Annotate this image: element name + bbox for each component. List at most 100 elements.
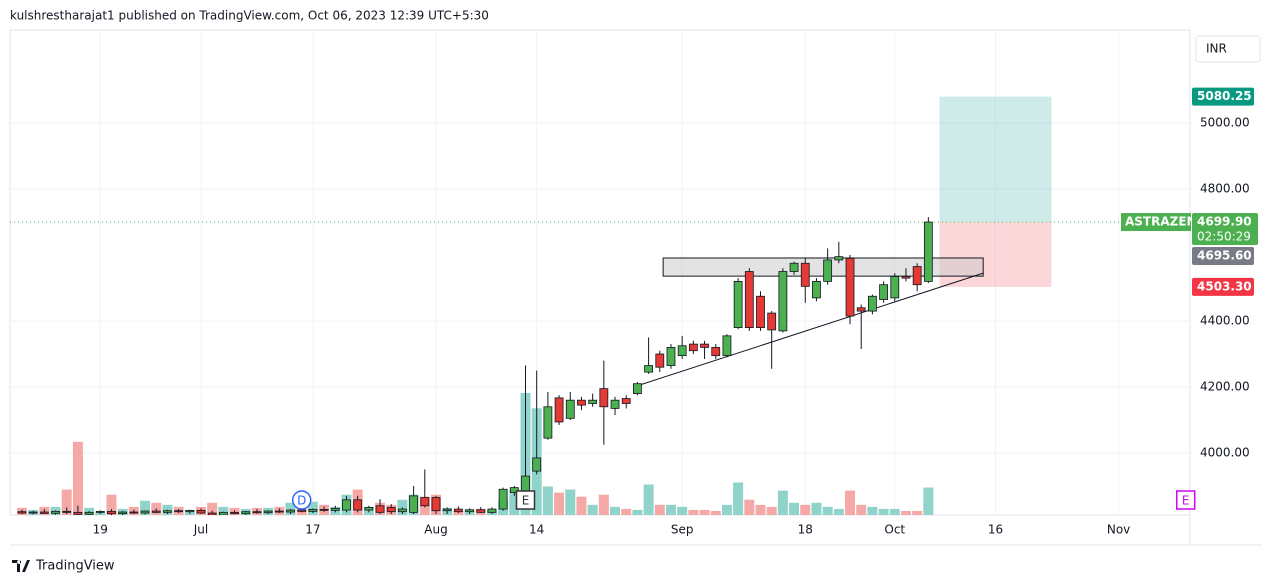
volume-bar	[789, 502, 800, 515]
candle-body	[487, 508, 497, 513]
trendline	[639, 272, 984, 386]
candle-body	[330, 508, 340, 511]
volume-bar	[218, 506, 229, 515]
volume-bar	[755, 504, 766, 515]
candle-body	[498, 488, 508, 510]
candle-body	[274, 510, 284, 513]
zone	[662, 257, 984, 277]
candle-body	[431, 497, 441, 512]
candle-body	[610, 399, 620, 409]
x-tick-label: 16	[988, 523, 1003, 537]
symbol-tag: ASTRAZEN	[1125, 215, 1197, 229]
candle-body	[207, 512, 217, 515]
x-tick-label: Jul	[193, 523, 208, 537]
volume-bar	[912, 510, 923, 515]
candle-body	[767, 312, 777, 331]
volume-bar	[867, 506, 878, 515]
candle-body	[543, 406, 553, 439]
candle-body	[532, 457, 542, 472]
volume-bar	[61, 489, 72, 515]
volume-bar	[632, 509, 643, 515]
candle-body	[453, 508, 463, 513]
candle-body	[509, 487, 519, 493]
candle-body	[778, 271, 788, 332]
volume-bar	[565, 489, 576, 515]
candle-body	[711, 346, 721, 357]
volume-bar	[744, 499, 755, 515]
currency: INR	[1206, 42, 1227, 56]
header: kulshrestharajat1 published on TradingVi…	[10, 9, 489, 23]
candle-body	[565, 399, 575, 419]
candle-body	[677, 345, 687, 357]
logo	[12, 560, 30, 572]
candle-body	[845, 257, 855, 317]
x-tick-label: 19	[93, 523, 108, 537]
candle-body	[823, 259, 833, 282]
volume-bar	[766, 506, 777, 515]
candle-body	[789, 262, 799, 272]
y-tick-label: 5000.00	[1200, 116, 1250, 130]
candle-body	[901, 276, 911, 279]
y-tick-label: 4400.00	[1200, 314, 1250, 328]
candle-body	[319, 508, 329, 511]
candle-body	[577, 399, 586, 406]
symbol-tag-bg	[1121, 213, 1191, 232]
candle-body	[62, 510, 72, 513]
candle-body	[923, 221, 933, 282]
volume-bar	[610, 506, 621, 515]
candle-body	[118, 511, 128, 515]
candle-body	[733, 281, 743, 328]
candle-body	[912, 266, 922, 286]
candle-body	[163, 510, 172, 513]
candle-body	[51, 510, 60, 514]
candle-body	[95, 510, 105, 513]
volume-bar	[576, 496, 587, 515]
currency-box[interactable]	[1195, 35, 1261, 63]
last-price-tag: 4699.90	[1197, 215, 1252, 229]
candle-body	[644, 365, 653, 373]
candle-body	[140, 510, 150, 514]
volume-bar	[106, 494, 117, 515]
volume-bar	[397, 499, 408, 515]
volume-bar	[665, 504, 676, 515]
volume-bar	[733, 482, 744, 515]
candle-body	[151, 510, 161, 513]
candle-body	[588, 399, 598, 404]
candle-body	[442, 508, 452, 512]
candle-body	[28, 511, 38, 514]
volume-bar	[900, 510, 911, 515]
volume-bar	[878, 508, 889, 515]
volume-bar	[207, 502, 218, 515]
candle-body	[409, 495, 419, 513]
volume-bar	[710, 510, 721, 515]
candle-body	[241, 511, 251, 515]
volume-bar	[677, 506, 688, 515]
volume-bar	[72, 441, 83, 515]
candle-body	[185, 509, 195, 513]
candle-body	[73, 511, 83, 515]
candle-body	[655, 353, 665, 368]
candle-body	[386, 507, 396, 513]
candle-body	[297, 509, 307, 512]
candle-body	[420, 497, 430, 507]
last-price-bg	[1192, 213, 1258, 246]
volume-bar	[587, 504, 598, 515]
x-tick-label: Nov	[1107, 523, 1130, 537]
volume-bar	[643, 484, 654, 515]
y-tick-label: 4200.00	[1200, 379, 1250, 393]
candle-body	[308, 508, 318, 512]
marker	[515, 490, 536, 510]
prev-close-tag-bg	[1192, 247, 1254, 266]
target-tag: 5080.25	[1197, 89, 1252, 103]
x-tick-label: 18	[798, 523, 813, 537]
volume-bar	[554, 492, 565, 515]
candle-body	[342, 499, 351, 511]
volume-bar	[800, 504, 811, 515]
stop-area	[939, 222, 1052, 287]
volume-bar	[542, 486, 553, 515]
candle-body	[218, 511, 228, 515]
volume-bar	[509, 489, 520, 515]
target-tag-bg	[1192, 87, 1254, 106]
